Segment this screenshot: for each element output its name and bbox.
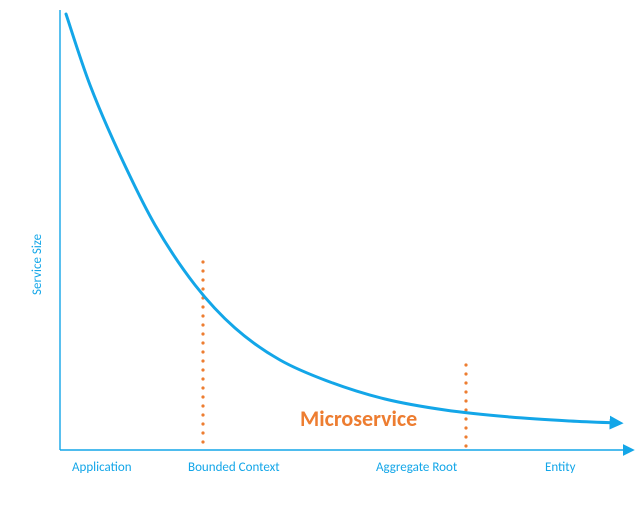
- y-axis-label: Service Size: [30, 234, 45, 295]
- x-tick-label: Entity: [545, 460, 576, 475]
- x-tick-label: Application: [72, 460, 132, 475]
- microservice-size-chart: Service Size Application Bounded Context A…: [0, 0, 640, 506]
- x-tick-label: Aggregate Root: [376, 460, 457, 475]
- x-tick-label: Bounded Context: [188, 460, 280, 475]
- zone-label-microservice: Microservice: [300, 405, 417, 432]
